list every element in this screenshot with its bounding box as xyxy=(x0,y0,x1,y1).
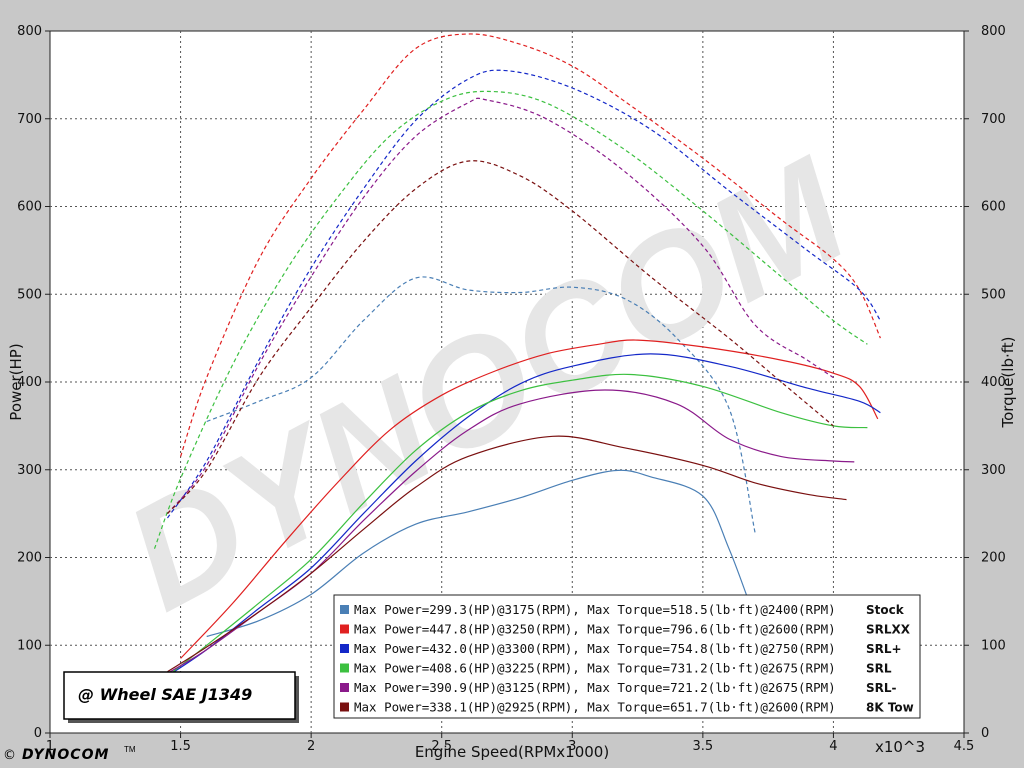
torque-line-srl xyxy=(167,97,834,514)
y-axis-right-title: Torque(lb·ft) xyxy=(999,336,1017,428)
legend-entry-name: SRL+ xyxy=(866,642,902,656)
legend-swatch xyxy=(340,663,349,673)
badge-label: @ Wheel SAE J1349 xyxy=(78,685,252,704)
y-right-tick-label: 200 xyxy=(981,551,1006,566)
y-left-tick-label: 0 xyxy=(34,726,42,741)
y-axis-right-ticks: 0 100 200 300 400 500 600 700 800 xyxy=(964,24,1006,741)
legend-entry-text: Max Power=432.0(HP)@3300(RPM), Max Torqu… xyxy=(354,641,836,656)
legend: Max Power=299.3(HP)@3175(RPM), Max Torqu… xyxy=(333,594,921,719)
copyright-symbol: © xyxy=(3,748,16,763)
x-tick-label: 1 xyxy=(46,739,54,754)
torque-line-srlxx xyxy=(180,33,881,457)
power-line-stock xyxy=(206,469,756,638)
legend-entry-text: Max Power=447.8(HP)@3250(RPM), Max Torqu… xyxy=(354,622,836,637)
dynocom-logo: DYNOCOM xyxy=(22,747,109,763)
legend-entry-name: Stock xyxy=(866,603,905,617)
torque-line-srl xyxy=(167,69,881,519)
legend-swatch xyxy=(340,624,349,634)
y-left-tick-label: 100 xyxy=(17,638,42,653)
y-axis-left-title: Power(HP) xyxy=(7,343,25,420)
legend-swatch xyxy=(340,683,349,692)
legend-entry-text: Max Power=390.9(HP)@3125(RPM), Max Torqu… xyxy=(354,680,836,695)
legend-entries: Max Power=299.3(HP)@3175(RPM), Max Torqu… xyxy=(340,602,914,715)
power-line-srl xyxy=(167,373,868,677)
x-tick-label: 4 xyxy=(829,739,837,754)
x-tick-label: 2.5 xyxy=(431,739,452,754)
y-right-tick-label: 0 xyxy=(981,726,989,741)
y-left-tick-label: 200 xyxy=(17,551,42,566)
legend-entry-name: SRL- xyxy=(866,681,897,695)
y-left-tick-label: 400 xyxy=(17,375,42,390)
x-axis-title: Engine Speed(RPMx1000) xyxy=(415,743,609,761)
x-tick-label: 2 xyxy=(307,739,315,754)
y-right-tick-label: 100 xyxy=(981,638,1006,653)
torque-line-8k-tow xyxy=(167,160,834,514)
y-right-tick-label: 600 xyxy=(981,200,1006,215)
y-left-tick-label: 600 xyxy=(17,200,42,215)
legend-entry-text: Max Power=408.6(HP)@3225(RPM), Max Torqu… xyxy=(354,661,836,676)
y-right-tick-label: 500 xyxy=(981,287,1006,302)
y-right-tick-label: 300 xyxy=(981,463,1006,478)
x-axis-multiplier: x10^3 xyxy=(875,738,925,756)
y-right-tick-label: 800 xyxy=(981,24,1006,39)
legend-entry-name: SRL xyxy=(866,662,892,676)
power-line-srlxx xyxy=(180,339,879,659)
x-tick-label: 3 xyxy=(568,739,576,754)
legend-entry-text: Max Power=338.1(HP)@2925(RPM), Max Torqu… xyxy=(354,700,836,715)
y-right-tick-label: 400 xyxy=(981,375,1006,390)
y-axis-left-ticks: 0 100 200 300 400 500 600 700 800 xyxy=(17,24,50,741)
x-axis-ticks: 1 1.5 2 2.5 3 3.5 4 4.5 xyxy=(46,733,974,754)
y-right-tick-label: 700 xyxy=(981,112,1006,127)
y-left-tick-label: 700 xyxy=(17,112,42,127)
legend-box xyxy=(333,594,921,719)
legend-entry-text: Max Power=299.3(HP)@3175(RPM), Max Torqu… xyxy=(354,602,836,617)
x-tick-label: 1.5 xyxy=(170,739,191,754)
badge-box xyxy=(63,671,296,720)
legend-swatch xyxy=(340,605,349,614)
badge: @ Wheel SAE J1349 xyxy=(63,671,299,723)
series-layer xyxy=(153,33,881,677)
y-left-tick-label: 800 xyxy=(17,24,42,39)
power-line-8k-tow xyxy=(167,435,847,673)
legend-entry-name: 8K Tow xyxy=(866,701,914,715)
y-left-tick-label: 500 xyxy=(17,287,42,302)
trademark-symbol: TM xyxy=(124,745,136,754)
x-tick-label: 3.5 xyxy=(693,739,714,754)
legend-entry-name: SRLXX xyxy=(866,623,911,637)
torque-line-srl xyxy=(153,90,868,549)
y-left-tick-label: 300 xyxy=(17,463,42,478)
legend-swatch xyxy=(340,644,349,653)
legend-swatch xyxy=(340,702,349,712)
copyright-footer: © DYNOCOM TM xyxy=(3,745,136,763)
torque-line-stock xyxy=(206,276,756,534)
x-tick-label: 4.5 xyxy=(954,739,975,754)
